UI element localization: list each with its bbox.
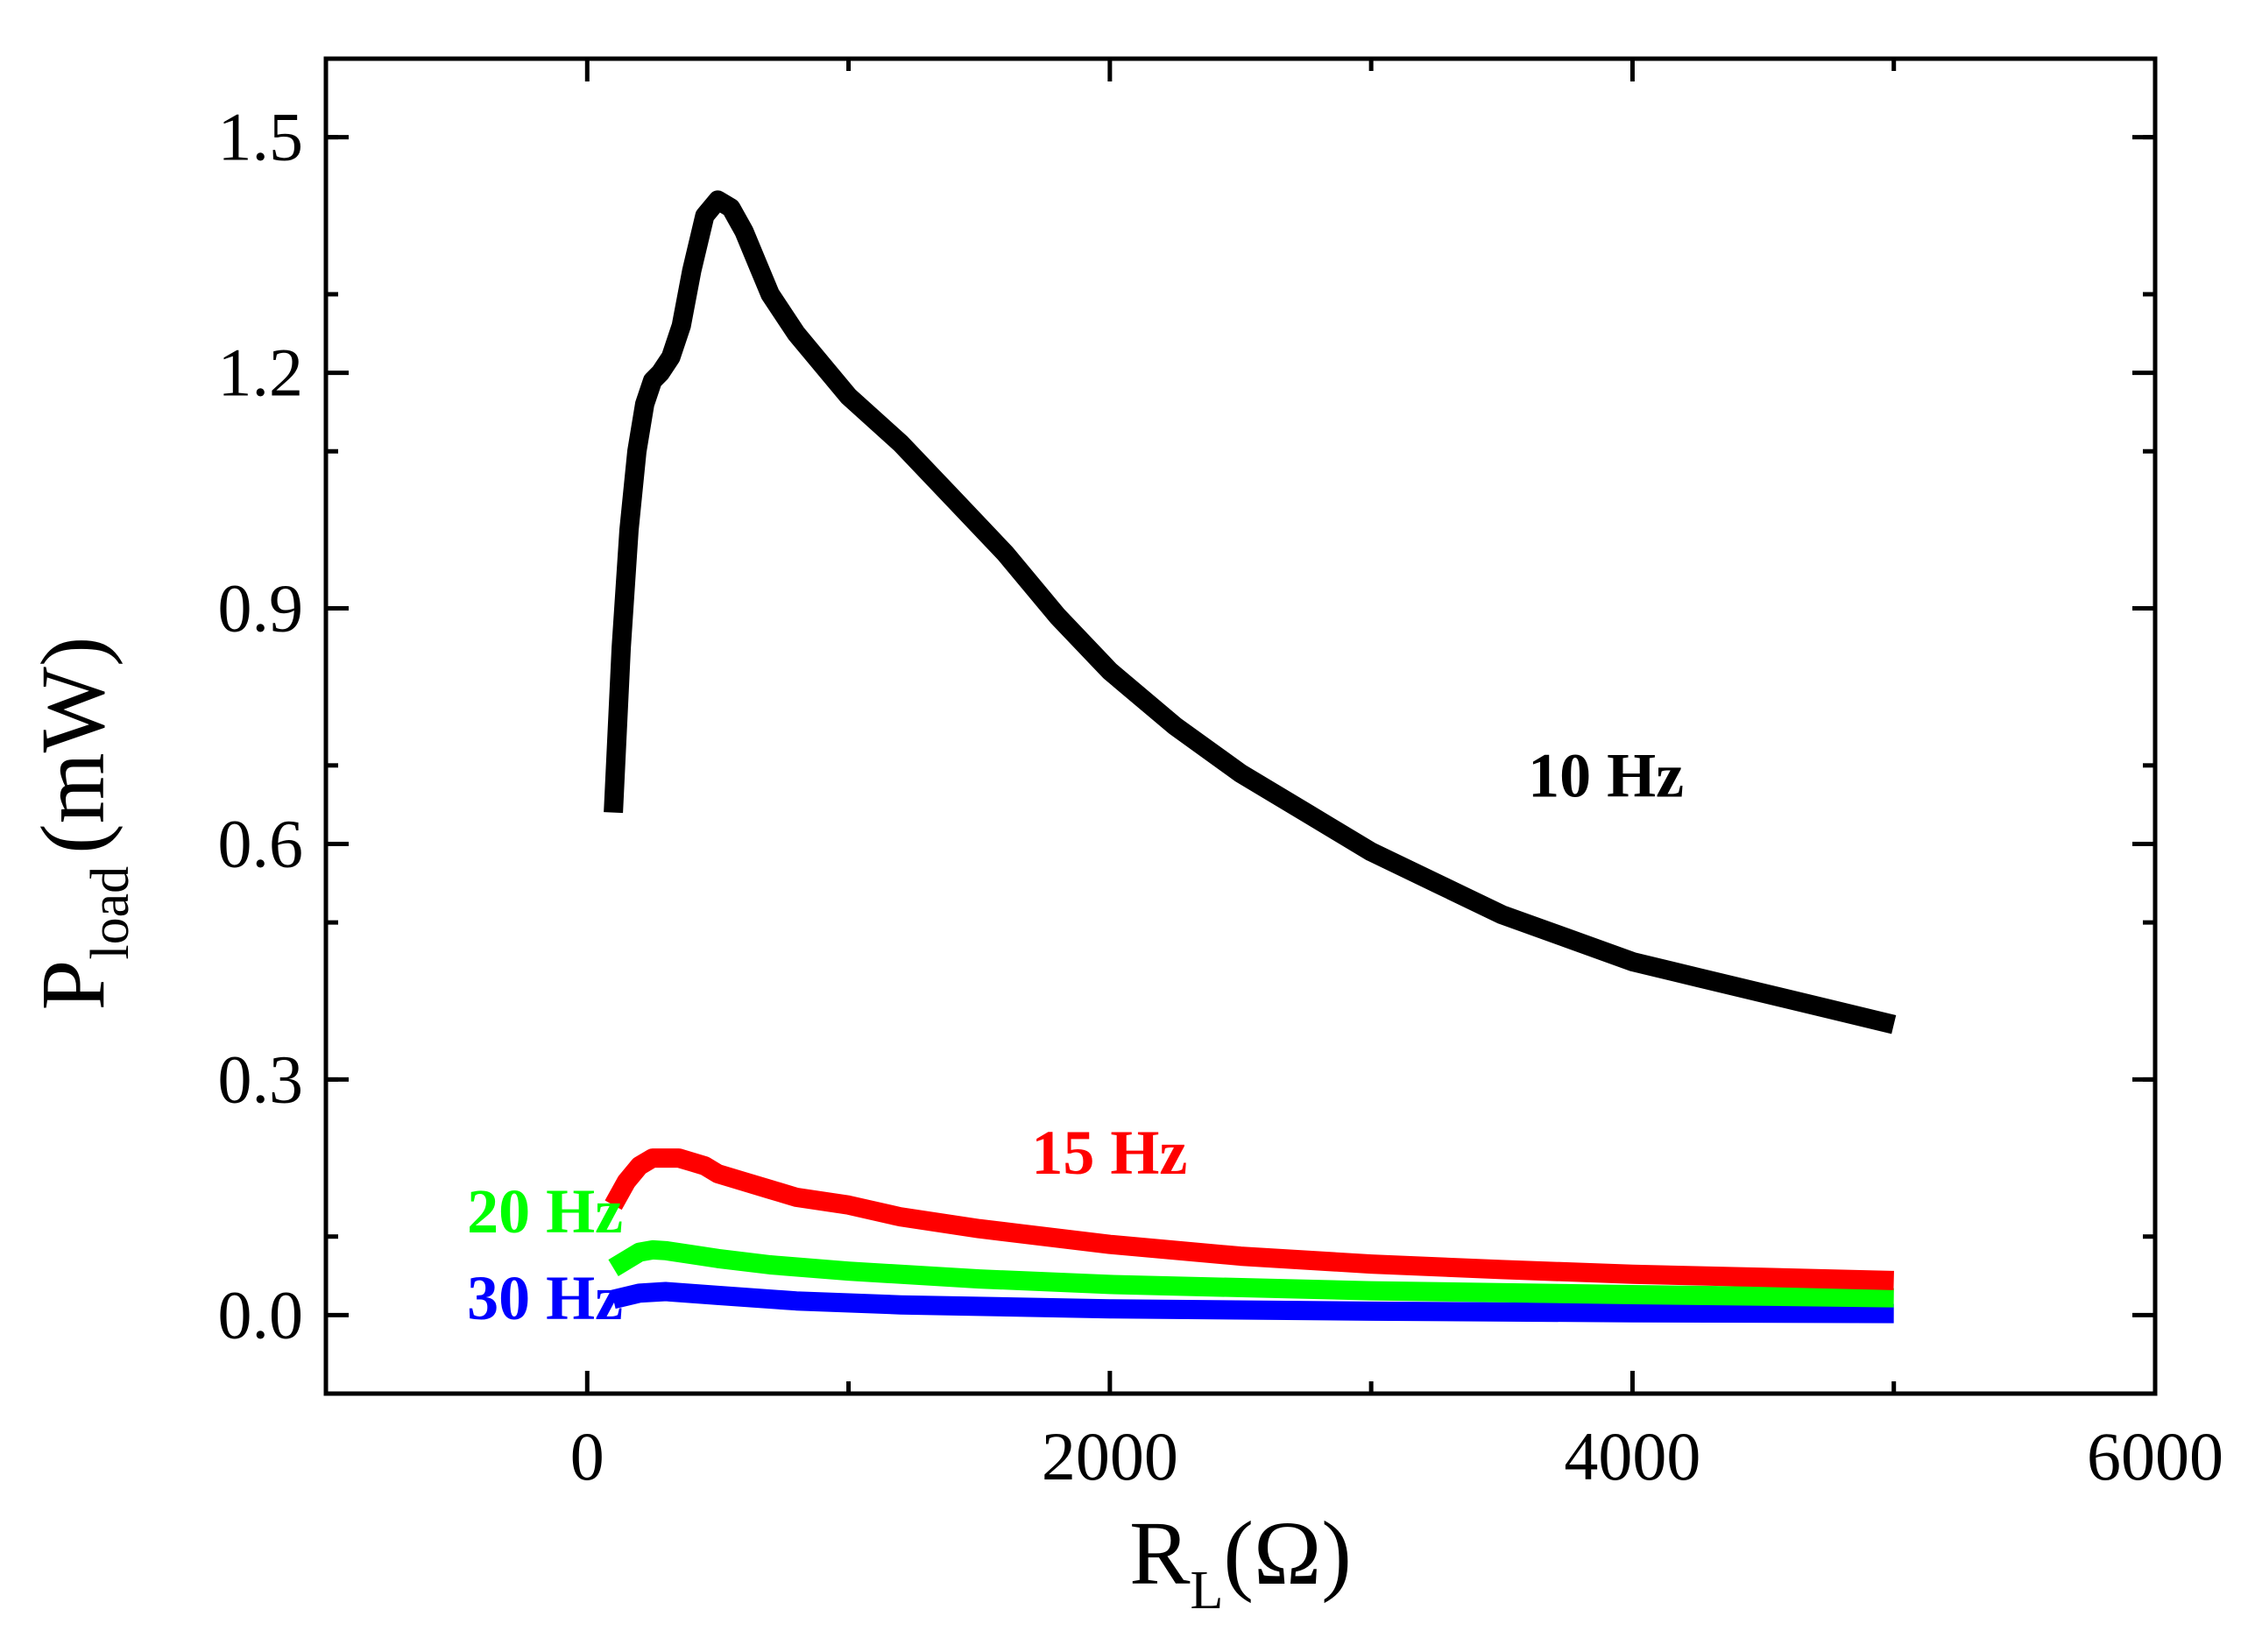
x-axis-title-main: R — [1129, 1503, 1191, 1604]
y-axis-title-unit: (mW) — [23, 637, 124, 854]
x-axis-title-unit: (Ω) — [1223, 1503, 1352, 1604]
series-line-10-hz — [604, 190, 1897, 1034]
y-tick-label: 0.3 — [218, 1041, 304, 1117]
plot-frame — [323, 56, 2158, 1396]
x-axis-title: RL(Ω) — [1129, 1503, 1352, 1620]
y-axis-title-sub: load — [81, 866, 140, 960]
x-tick-label: 0 — [570, 1418, 604, 1494]
series-line-15-hz — [604, 1148, 1894, 1290]
x-tick-label: 4000 — [1564, 1418, 1700, 1494]
y-tick-label: 1.5 — [218, 99, 304, 175]
series-label-15-hz: 15 Hz — [1031, 1118, 1187, 1188]
y-tick-label: 0.0 — [218, 1276, 304, 1352]
x-axis-title-sub: L — [1190, 1561, 1223, 1620]
y-tick-label: 1.2 — [218, 335, 304, 411]
series-line-20-hz — [608, 1239, 1894, 1308]
x-tick-label: 2000 — [1042, 1418, 1178, 1494]
series-label-10-hz: 10 Hz — [1528, 741, 1684, 811]
y-axis-title: Pload (mW) — [23, 637, 140, 1011]
series-label-20-hz: 20 Hz — [467, 1176, 623, 1246]
y-axis-title-main: P — [23, 960, 124, 1011]
y-tick-label: 0.6 — [218, 805, 304, 881]
series-line-30-hz — [611, 1281, 1894, 1324]
x-tick-label: 6000 — [2087, 1418, 2223, 1494]
y-tick-label: 0.9 — [218, 570, 304, 646]
series-label-30-hz: 30 Hz — [467, 1263, 623, 1333]
